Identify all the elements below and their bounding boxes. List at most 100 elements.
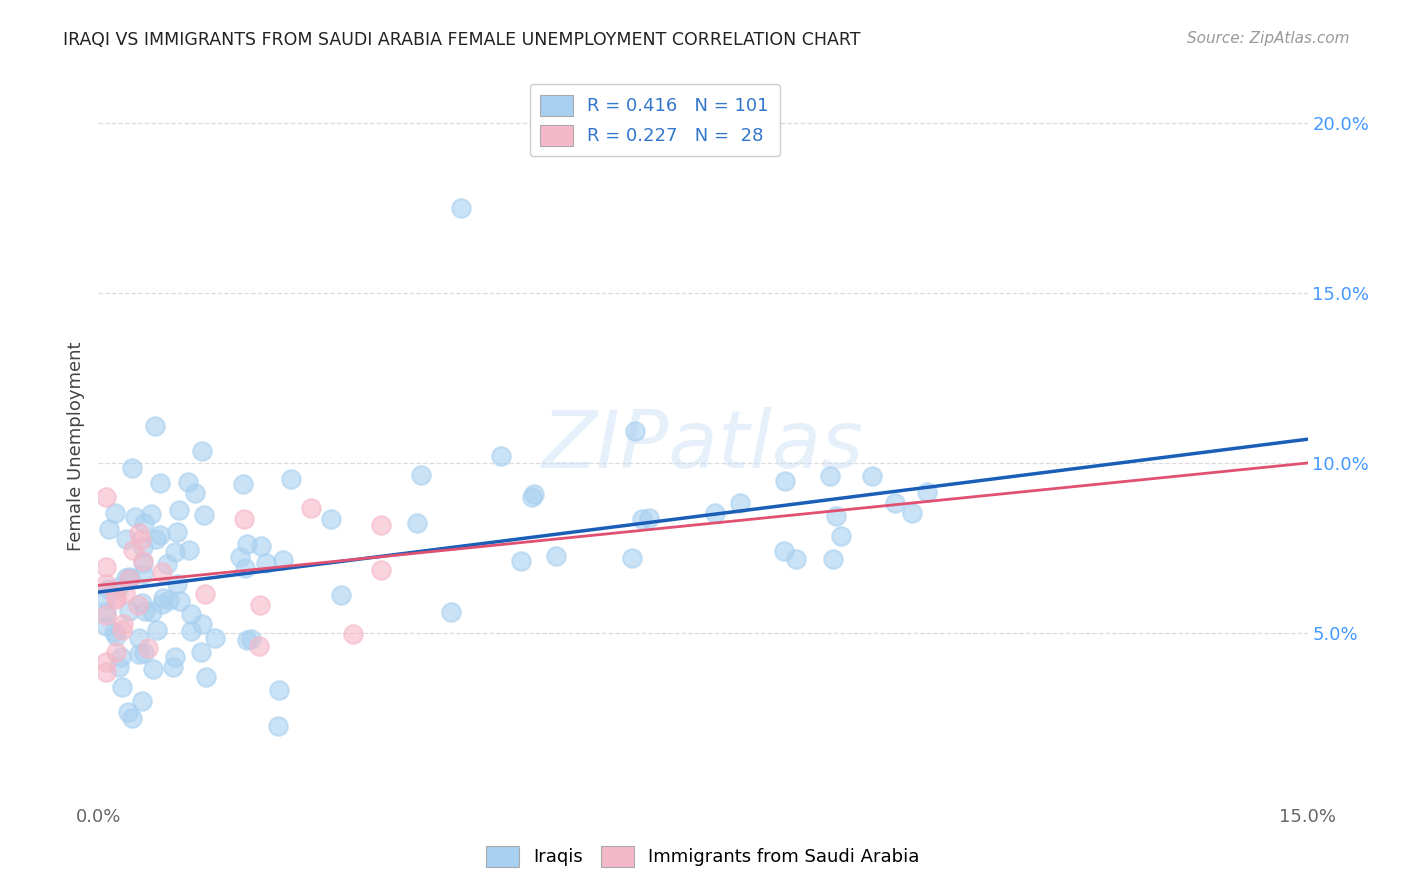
Point	[134, 516, 156, 531]
Text: IRAQI VS IMMIGRANTS FROM SAUDI ARABIA FEMALE UNEMPLOYMENT CORRELATION CHART: IRAQI VS IMMIGRANTS FROM SAUDI ARABIA FE…	[63, 31, 860, 49]
Point	[128, 647, 150, 661]
Point	[228, 550, 250, 565]
Point	[450, 201, 472, 215]
Point	[773, 474, 796, 488]
Point	[138, 640, 160, 655]
Point	[96, 560, 118, 574]
Point	[901, 506, 924, 520]
Legend: R = 0.416   N = 101, R = 0.227   N =  28: R = 0.416 N = 101, R = 0.227 N = 28	[530, 84, 780, 156]
Point	[236, 633, 259, 648]
Point	[131, 597, 153, 611]
Point	[299, 500, 322, 515]
Point	[142, 662, 165, 676]
Point	[249, 539, 271, 553]
Legend: Iraqis, Immigrants from Saudi Arabia: Iraqis, Immigrants from Saudi Arabia	[479, 838, 927, 874]
Point	[96, 655, 118, 669]
Y-axis label: Female Unemployment: Female Unemployment	[66, 342, 84, 550]
Point	[266, 719, 288, 733]
Point	[883, 496, 905, 510]
Point	[236, 537, 259, 551]
Point	[240, 632, 263, 647]
Point	[110, 623, 132, 637]
Point	[820, 468, 842, 483]
Point	[860, 468, 883, 483]
Point	[114, 586, 136, 600]
Point	[163, 649, 186, 664]
Point	[110, 649, 132, 664]
Point	[134, 604, 156, 618]
Point	[114, 533, 136, 547]
Point	[132, 556, 155, 570]
Point	[97, 522, 120, 536]
Text: Source: ZipAtlas.com: Source: ZipAtlas.com	[1187, 31, 1350, 46]
Point	[637, 510, 659, 524]
Point	[830, 528, 852, 542]
Text: ZIPatlas: ZIPatlas	[541, 407, 865, 485]
Point	[143, 419, 166, 434]
Point	[104, 629, 127, 643]
Point	[111, 681, 134, 695]
Point	[104, 590, 127, 604]
Point	[96, 665, 118, 679]
Point	[163, 545, 186, 559]
Point	[150, 565, 173, 579]
Point	[546, 549, 568, 563]
Point	[522, 490, 544, 504]
Point	[156, 557, 179, 571]
Point	[440, 605, 463, 619]
Point	[117, 706, 139, 720]
Point	[166, 576, 188, 591]
Point	[190, 645, 212, 659]
Point	[249, 599, 271, 613]
Point	[176, 475, 198, 490]
Point	[104, 506, 127, 520]
Point	[193, 508, 215, 523]
Point	[132, 540, 155, 554]
Point	[773, 543, 796, 558]
Point	[97, 582, 120, 596]
Point	[330, 588, 353, 602]
Point	[280, 471, 302, 485]
Point	[118, 571, 141, 585]
Point	[180, 624, 202, 639]
Point	[108, 580, 131, 594]
Point	[128, 525, 150, 540]
Point	[194, 587, 217, 601]
Point	[915, 485, 938, 500]
Point	[204, 632, 226, 646]
Point	[96, 607, 118, 622]
Point	[406, 516, 429, 531]
Point	[103, 625, 125, 640]
Point	[104, 591, 127, 606]
Point	[621, 551, 644, 566]
Point	[149, 528, 172, 542]
Point	[254, 557, 277, 571]
Point	[169, 594, 191, 608]
Point	[271, 553, 294, 567]
Point	[183, 486, 205, 500]
Point	[370, 563, 392, 577]
Point	[150, 598, 173, 612]
Point	[111, 617, 134, 632]
Point	[191, 616, 214, 631]
Point	[159, 592, 181, 607]
Point	[825, 508, 848, 523]
Point	[132, 646, 155, 660]
Point	[166, 525, 188, 540]
Point	[148, 475, 170, 490]
Point	[523, 487, 546, 501]
Point	[630, 512, 652, 526]
Point	[342, 627, 364, 641]
Point	[117, 605, 139, 619]
Point	[704, 506, 727, 520]
Point	[232, 476, 254, 491]
Point	[190, 444, 212, 458]
Point	[785, 552, 807, 566]
Point	[127, 598, 149, 612]
Point	[233, 561, 256, 575]
Point	[167, 503, 190, 517]
Point	[180, 607, 202, 622]
Point	[145, 532, 167, 546]
Point	[108, 660, 131, 674]
Point	[232, 511, 254, 525]
